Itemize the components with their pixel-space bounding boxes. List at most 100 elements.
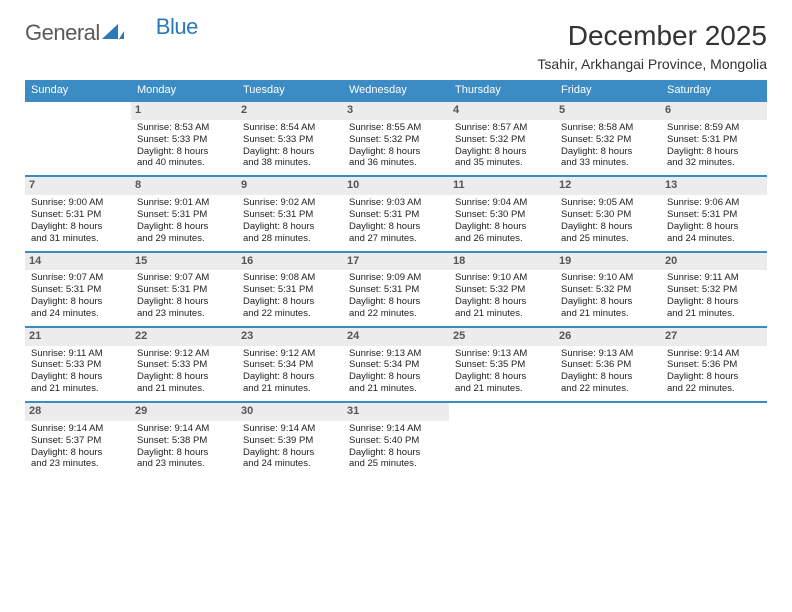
daylight-text: and 35 minutes. bbox=[455, 157, 549, 169]
daylight-text: Daylight: 8 hours bbox=[31, 371, 125, 383]
daylight-text: Daylight: 8 hours bbox=[349, 221, 443, 233]
sunset-text: Sunset: 5:32 PM bbox=[561, 134, 655, 146]
daylight-text: and 22 minutes. bbox=[243, 308, 337, 320]
sunset-text: Sunset: 5:31 PM bbox=[667, 134, 761, 146]
brand-sail-icon bbox=[102, 22, 124, 45]
calendar-day-cell: 7Sunrise: 9:00 AMSunset: 5:31 PMDaylight… bbox=[25, 176, 131, 251]
sunrise-text: Sunrise: 9:12 AM bbox=[243, 348, 337, 360]
sunrise-text: Sunrise: 9:02 AM bbox=[243, 197, 337, 209]
sunrise-text: Sunrise: 9:14 AM bbox=[137, 423, 231, 435]
sunrise-text: Sunrise: 9:13 AM bbox=[349, 348, 443, 360]
daylight-text: Daylight: 8 hours bbox=[455, 221, 549, 233]
sunset-text: Sunset: 5:33 PM bbox=[137, 134, 231, 146]
calendar-day-cell bbox=[555, 402, 661, 476]
day-number: 5 bbox=[555, 102, 661, 120]
sunset-text: Sunset: 5:31 PM bbox=[243, 284, 337, 296]
daylight-text: Daylight: 8 hours bbox=[455, 371, 549, 383]
day-number: 29 bbox=[131, 403, 237, 421]
calendar-day-cell: 10Sunrise: 9:03 AMSunset: 5:31 PMDayligh… bbox=[343, 176, 449, 251]
sunrise-text: Sunrise: 9:00 AM bbox=[31, 197, 125, 209]
sunset-text: Sunset: 5:34 PM bbox=[243, 359, 337, 371]
sunrise-text: Sunrise: 9:07 AM bbox=[31, 272, 125, 284]
weekday-header: Wednesday bbox=[343, 80, 449, 101]
sunset-text: Sunset: 5:36 PM bbox=[561, 359, 655, 371]
sunset-text: Sunset: 5:40 PM bbox=[349, 435, 443, 447]
day-details: Sunrise: 9:10 AMSunset: 5:32 PMDaylight:… bbox=[561, 272, 655, 320]
daylight-text: Daylight: 8 hours bbox=[31, 447, 125, 459]
day-number: 21 bbox=[25, 328, 131, 346]
sunset-text: Sunset: 5:34 PM bbox=[349, 359, 443, 371]
daylight-text: and 36 minutes. bbox=[349, 157, 443, 169]
sunrise-text: Sunrise: 8:59 AM bbox=[667, 122, 761, 134]
sunset-text: Sunset: 5:38 PM bbox=[137, 435, 231, 447]
daylight-text: Daylight: 8 hours bbox=[243, 447, 337, 459]
sunrise-text: Sunrise: 9:11 AM bbox=[667, 272, 761, 284]
sunrise-text: Sunrise: 9:14 AM bbox=[349, 423, 443, 435]
daylight-text: and 21 minutes. bbox=[455, 383, 549, 395]
weekday-header: Friday bbox=[555, 80, 661, 101]
calendar-day-cell: 15Sunrise: 9:07 AMSunset: 5:31 PMDayligh… bbox=[131, 252, 237, 327]
sunrise-text: Sunrise: 9:13 AM bbox=[455, 348, 549, 360]
daylight-text: and 21 minutes. bbox=[667, 308, 761, 320]
day-details: Sunrise: 9:06 AMSunset: 5:31 PMDaylight:… bbox=[667, 197, 761, 245]
day-number: 25 bbox=[449, 328, 555, 346]
day-number: 11 bbox=[449, 177, 555, 195]
day-number: 22 bbox=[131, 328, 237, 346]
day-details: Sunrise: 8:59 AMSunset: 5:31 PMDaylight:… bbox=[667, 122, 761, 170]
daylight-text: and 31 minutes. bbox=[31, 233, 125, 245]
sunset-text: Sunset: 5:31 PM bbox=[137, 284, 231, 296]
day-number: 27 bbox=[661, 328, 767, 346]
sunrise-text: Sunrise: 9:14 AM bbox=[243, 423, 337, 435]
day-details: Sunrise: 8:57 AMSunset: 5:32 PMDaylight:… bbox=[455, 122, 549, 170]
daylight-text: Daylight: 8 hours bbox=[349, 371, 443, 383]
daylight-text: and 23 minutes. bbox=[137, 458, 231, 470]
daylight-text: and 25 minutes. bbox=[561, 233, 655, 245]
calendar-day-cell: 30Sunrise: 9:14 AMSunset: 5:39 PMDayligh… bbox=[237, 402, 343, 476]
sunset-text: Sunset: 5:31 PM bbox=[667, 209, 761, 221]
daylight-text: Daylight: 8 hours bbox=[349, 447, 443, 459]
daylight-text: Daylight: 8 hours bbox=[561, 296, 655, 308]
daylight-text: and 26 minutes. bbox=[455, 233, 549, 245]
day-details: Sunrise: 9:11 AMSunset: 5:32 PMDaylight:… bbox=[667, 272, 761, 320]
sunrise-text: Sunrise: 8:54 AM bbox=[243, 122, 337, 134]
day-number: 20 bbox=[661, 253, 767, 271]
day-number: 31 bbox=[343, 403, 449, 421]
daylight-text: and 40 minutes. bbox=[137, 157, 231, 169]
calendar-day-cell: 17Sunrise: 9:09 AMSunset: 5:31 PMDayligh… bbox=[343, 252, 449, 327]
calendar-day-cell: 31 Sunrise: 9:14 AMSunset: 5:40 PMDayligh… bbox=[343, 402, 449, 476]
weekday-header: Tuesday bbox=[237, 80, 343, 101]
day-number: 3 bbox=[343, 102, 449, 120]
day-details: Sunrise: 9:14 AMSunset: 5:39 PMDaylight:… bbox=[243, 423, 337, 471]
sunrise-text: Sunrise: 9:09 AM bbox=[349, 272, 443, 284]
day-details: Sunrise: 9:13 AMSunset: 5:35 PMDaylight:… bbox=[455, 348, 549, 396]
weekday-header: Saturday bbox=[661, 80, 767, 101]
calendar-day-cell: 3 Sunrise: 8:55 AMSunset: 5:32 PMDaylight… bbox=[343, 101, 449, 176]
calendar-day-cell: 20Sunrise: 9:11 AMSunset: 5:32 PMDayligh… bbox=[661, 252, 767, 327]
sunrise-text: Sunrise: 9:03 AM bbox=[349, 197, 443, 209]
daylight-text: Daylight: 8 hours bbox=[137, 146, 231, 158]
daylight-text: and 22 minutes. bbox=[667, 383, 761, 395]
day-number: 16 bbox=[237, 253, 343, 271]
day-details: Sunrise: 9:01 AMSunset: 5:31 PMDaylight:… bbox=[137, 197, 231, 245]
day-number: 28 bbox=[25, 403, 131, 421]
day-details: Sunrise: 9:07 AMSunset: 5:31 PMDaylight:… bbox=[137, 272, 231, 320]
sunset-text: Sunset: 5:31 PM bbox=[349, 284, 443, 296]
day-number: 9 bbox=[237, 177, 343, 195]
brand-logo: General Blue bbox=[25, 20, 170, 46]
daylight-text: Daylight: 8 hours bbox=[455, 296, 549, 308]
day-number: 14 bbox=[25, 253, 131, 271]
day-details: Sunrise: 8:55 AMSunset: 5:32 PMDaylight:… bbox=[349, 122, 443, 170]
day-details: Sunrise: 9:14 AMSunset: 5:36 PMDaylight:… bbox=[667, 348, 761, 396]
daylight-text: Daylight: 8 hours bbox=[561, 146, 655, 158]
calendar-day-cell: 27 Sunrise: 9:14 AMSunset: 5:36 PMDayligh… bbox=[661, 327, 767, 402]
daylight-text: Daylight: 8 hours bbox=[667, 221, 761, 233]
day-details: Sunrise: 9:09 AMSunset: 5:31 PMDaylight:… bbox=[349, 272, 443, 320]
sunset-text: Sunset: 5:30 PM bbox=[561, 209, 655, 221]
sunset-text: Sunset: 5:32 PM bbox=[455, 284, 549, 296]
weekday-header: Sunday bbox=[25, 80, 131, 101]
daylight-text: and 22 minutes. bbox=[561, 383, 655, 395]
calendar-day-cell: 13Sunrise: 9:06 AMSunset: 5:31 PMDayligh… bbox=[661, 176, 767, 251]
day-details: Sunrise: 9:00 AMSunset: 5:31 PMDaylight:… bbox=[31, 197, 125, 245]
day-details: Sunrise: 9:14 AMSunset: 5:37 PMDaylight:… bbox=[31, 423, 125, 471]
calendar-day-cell: 21Sunrise: 9:11 AMSunset: 5:33 PMDayligh… bbox=[25, 327, 131, 402]
